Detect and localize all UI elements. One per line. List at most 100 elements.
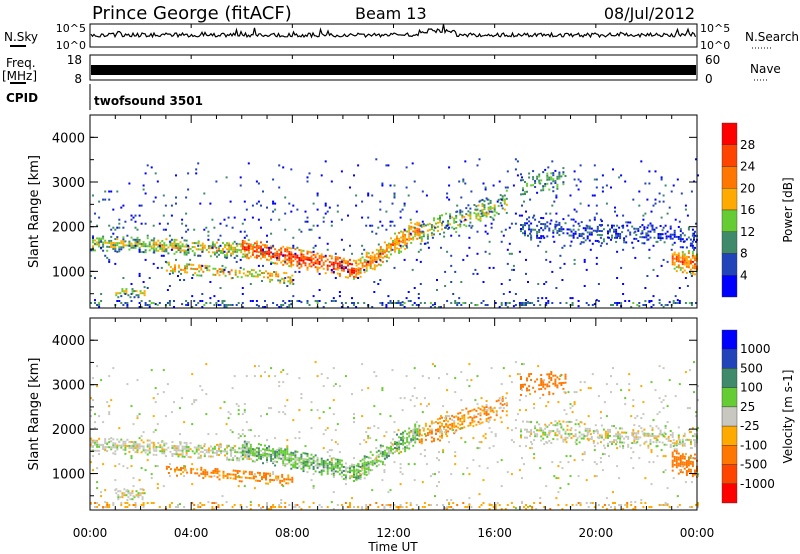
velocity-cell	[253, 460, 256, 463]
velocity-cell	[195, 450, 198, 453]
velocity-cell	[181, 453, 184, 456]
power-cell	[357, 273, 360, 276]
power-cell	[186, 267, 189, 270]
velocity-cell	[164, 415, 167, 418]
velocity-cell	[681, 463, 684, 466]
velocity-cell	[404, 442, 407, 445]
velocity-cell	[523, 463, 525, 466]
power-cell	[179, 247, 182, 250]
velocity-cell	[633, 424, 636, 427]
power-cell	[462, 178, 465, 181]
velocity-cell	[108, 411, 111, 414]
power-cell	[403, 204, 406, 207]
power-cell	[353, 271, 355, 274]
velocity-cell	[351, 497, 353, 500]
velocity-cell	[249, 451, 252, 454]
power-cell	[164, 260, 167, 263]
velocity-cell	[193, 452, 196, 455]
velocity-cell	[253, 452, 256, 455]
power-cell	[632, 198, 635, 201]
velocity-cell	[268, 455, 271, 458]
power-cell	[201, 300, 204, 302]
velocity-cell	[671, 432, 674, 435]
power-cell	[648, 182, 651, 185]
power-cell	[264, 300, 266, 302]
velocity-cell	[367, 468, 370, 471]
power-cell	[418, 232, 421, 235]
velocity-cell	[644, 477, 647, 480]
power-cell	[193, 242, 196, 245]
power-cell	[637, 240, 640, 242]
beam-title: Beam 13	[355, 4, 427, 23]
power-cell	[198, 264, 201, 267]
power-cell	[672, 184, 675, 187]
power-cell	[373, 266, 376, 269]
power-cell	[249, 243, 252, 246]
velocity-cell	[128, 440, 131, 443]
power-cell	[614, 206, 616, 209]
velocity-cell	[387, 447, 390, 449]
velocity-cell	[377, 449, 380, 452]
power-cell	[150, 239, 153, 242]
power-cell	[98, 245, 101, 248]
velocity-cell	[132, 477, 135, 480]
power-cell	[336, 258, 339, 261]
velocity-cell	[426, 428, 429, 431]
power-cell	[582, 237, 585, 240]
power-cell	[233, 216, 236, 219]
power-cell	[684, 277, 687, 279]
velocity-cell	[175, 453, 178, 456]
power-cell	[144, 172, 147, 175]
power-cell	[487, 208, 490, 211]
y-axis-label: Slant Range [km]	[27, 155, 42, 268]
power-cell	[351, 273, 353, 276]
velocity-cell	[221, 495, 224, 498]
power-cell	[324, 272, 327, 275]
velocity-cell	[599, 411, 602, 414]
velocity-cell	[135, 490, 138, 493]
power-cell	[240, 251, 243, 254]
velocity-cell	[669, 444, 672, 446]
power-cell	[562, 181, 565, 184]
power-cell	[302, 261, 305, 264]
velocity-cell	[494, 435, 497, 438]
power-cell	[528, 176, 531, 179]
velocity-cell	[536, 433, 539, 436]
power-cell	[527, 281, 529, 283]
power-cell	[347, 262, 349, 265]
velocity-cell	[550, 371, 553, 373]
power-cell	[292, 253, 295, 256]
velocity-cell	[171, 453, 174, 455]
velocity-cell	[180, 469, 182, 471]
velocity-cell	[544, 433, 547, 436]
power-cell	[381, 182, 384, 185]
velocity-cell	[96, 487, 99, 490]
velocity-cell	[132, 449, 135, 451]
velocity-cell	[449, 427, 452, 430]
velocity-cell	[223, 401, 226, 404]
velocity-cell	[302, 464, 305, 467]
velocity-cell	[132, 495, 135, 498]
power-cell	[363, 302, 366, 304]
velocity-cell	[268, 453, 271, 456]
velocity-cell	[615, 435, 618, 438]
velocity-cell	[96, 439, 99, 442]
power-cell	[349, 271, 351, 273]
power-cell	[238, 270, 241, 272]
velocity-cell	[521, 363, 523, 366]
velocity-cell	[310, 427, 313, 430]
power-cell	[112, 248, 115, 250]
power-cell	[291, 274, 294, 277]
power-cell	[207, 245, 210, 248]
power-cell	[530, 238, 533, 241]
velocity-cell	[150, 441, 153, 444]
velocity-cell	[139, 494, 142, 497]
velocity-cell	[408, 435, 411, 438]
power-cell	[201, 242, 204, 245]
power-cell	[381, 224, 384, 227]
power-cell	[351, 302, 353, 304]
power-cell	[249, 255, 252, 258]
velocity-cell	[381, 479, 384, 482]
velocity-cell	[264, 371, 266, 374]
power-cell	[685, 255, 688, 258]
